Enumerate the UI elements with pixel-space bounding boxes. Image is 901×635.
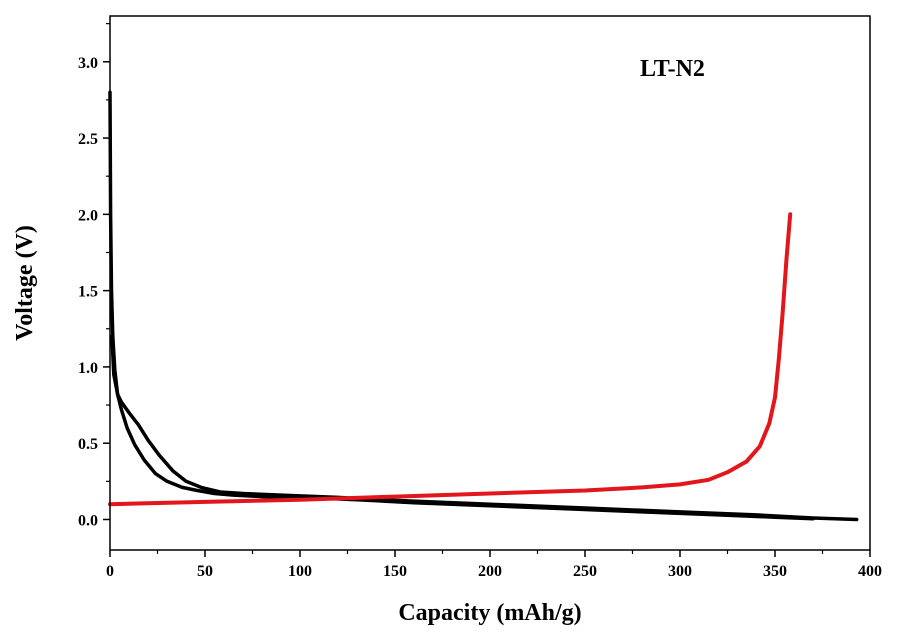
x-tick-label: 250 <box>573 563 597 580</box>
x-tick-label: 50 <box>197 563 213 580</box>
x-tick-label: 350 <box>763 563 787 580</box>
y-tick-label: 3.0 <box>78 55 98 72</box>
plot-frame <box>109 15 871 551</box>
ticks-layer: 0 50 100 150 200 250 300 350 400 0.0 0.5 1.0 1.5 2.0 2… <box>78 23 882 580</box>
y-tick-label: 1.5 <box>78 284 98 301</box>
sample-annotation-label: LT-N2 <box>640 56 705 82</box>
y-axis-title: Voltage (V) <box>12 225 38 341</box>
series-layer <box>108 90 859 522</box>
x-tick-label: 150 <box>383 563 407 580</box>
series-line-2 <box>110 334 859 522</box>
axes-layer <box>109 15 871 551</box>
series-line-3 <box>108 212 793 507</box>
x-tick-label: 100 <box>288 563 312 580</box>
x-tick-label: 300 <box>668 563 692 580</box>
series-line-1 <box>108 90 815 521</box>
x-tick-label: 200 <box>478 563 502 580</box>
y-tick-label: 1.0 <box>78 360 98 377</box>
x-tick-label: 400 <box>858 563 882 580</box>
x-tick-label: 0 <box>106 563 114 580</box>
y-tick-label: 2.5 <box>78 131 98 148</box>
y-tick-label: 2.0 <box>78 207 98 224</box>
y-tick-label: 0.5 <box>78 436 98 453</box>
y-tick-label: 0.0 <box>78 512 98 529</box>
x-axis-title: Capacity (mAh/g) <box>398 600 581 626</box>
